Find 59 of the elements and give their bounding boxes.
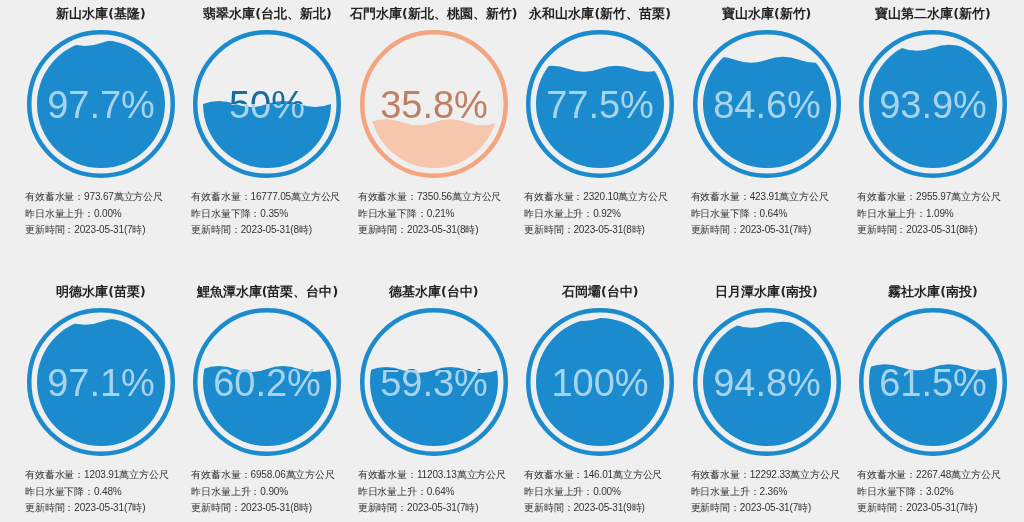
text: 昨日水量上升：1.09% [857,206,954,221]
data-label: 35.8% [379,83,488,126]
text: 鯉魚潭水庫(苗栗、台中) [195,283,340,301]
text: 有效蓄水量：423.91萬立方公尺 [690,190,829,204]
text: 有效蓄水量：1203.91萬立方公尺 [25,468,169,482]
text: 翡翠水庫(台北、新北) [203,6,332,21]
text: 更新時間：2023-05-31(7時) [690,223,812,237]
text: 昨日水量下降：0.64% [690,206,788,221]
text: 有效蓄水量：16777.05萬立方公尺 [191,190,341,204]
text: 昨日水量下降：0.35% [191,206,288,221]
text: 更新時間：2023-05-31(8時) [524,223,645,237]
data-label: 84.6% [712,83,821,126]
data-label: 94.8% [712,361,821,404]
text: 更新時間：2023-05-31(8時) [357,223,479,237]
text: 新山水庫(基隆) [55,5,147,23]
data-label: 77.5% [546,83,655,126]
text: 有效蓄水量：12292.33萬立方公尺 [690,468,840,482]
data-label: 93.9% [879,83,987,126]
text: 更新時間：2023-05-31(7時) [357,501,479,515]
text: 更新時間：2023-05-31(7時) [25,223,146,237]
text: 更新時間：2023-05-31(7時) [690,501,812,515]
text: 昨日水量下降：0.21% [357,206,455,221]
text: 有效蓄水量：146.01萬立方公尺 [524,468,663,482]
text: 有效蓄水量：11203.13萬立方公尺 [357,468,506,482]
text: 更新時間：2023-05-31(7時) [857,501,978,515]
text: 更新時間：2023-05-31(8時) [857,223,978,237]
data-label: 100% [551,361,649,404]
text: 昨日水量上升：0.64% [357,484,455,499]
text: 更新時間：2023-05-31(9時) [524,501,645,515]
text: 有效蓄水量：2267.48萬立方公尺 [857,468,1001,482]
text: 昨日水量下降：0.48% [25,484,122,499]
data-label: 97.7% [47,83,155,126]
text: 寶山水庫(新竹) [720,5,813,23]
text: 昨日水量下降：3.02% [857,484,954,499]
text: 石岡壩(台中) [560,283,640,301]
text: 有效蓄水量：7350.56萬立方公尺 [357,190,502,204]
text: 昨日水量上升：0.00% [25,206,122,221]
text: 霧社水庫(南投) [887,283,979,301]
text: 昨日水量上升：0.92% [524,206,621,221]
data-label: 60.2% [213,361,322,404]
text: 德基水庫(台中) [388,283,480,301]
text: 昨日水量上升：0.90% [191,484,288,499]
text: 寶山第二水庫(新竹) [874,5,992,23]
data-label: 59.3% [379,361,488,404]
text: 永和山水庫(新竹、苗栗) [529,6,671,21]
text: 石門水庫(新北、桃園、新竹) [349,5,519,23]
text: 有效蓄水量：2320.10萬立方公尺 [524,190,668,204]
text: 日月潭水庫(南投) [714,283,819,301]
text: 有效蓄水量：2955.97萬立方公尺 [857,190,1001,204]
text: 更新時間：2023-05-31(8時) [191,223,312,237]
text: 有效蓄水量：6958.06萬立方公尺 [191,468,335,482]
text: 明德水庫(苗栗) [55,283,147,301]
text: 昨日水量上升：0.00% [524,484,621,499]
text: 更新時間：2023-05-31(7時) [25,501,146,515]
text: 昨日水量上升：2.36% [690,484,788,499]
data-label: 97.1% [47,361,155,404]
text: 有效蓄水量：973.67萬立方公尺 [25,190,164,204]
data-label: 61.5% [879,361,987,404]
text: 更新時間：2023-05-31(8時) [191,501,312,515]
